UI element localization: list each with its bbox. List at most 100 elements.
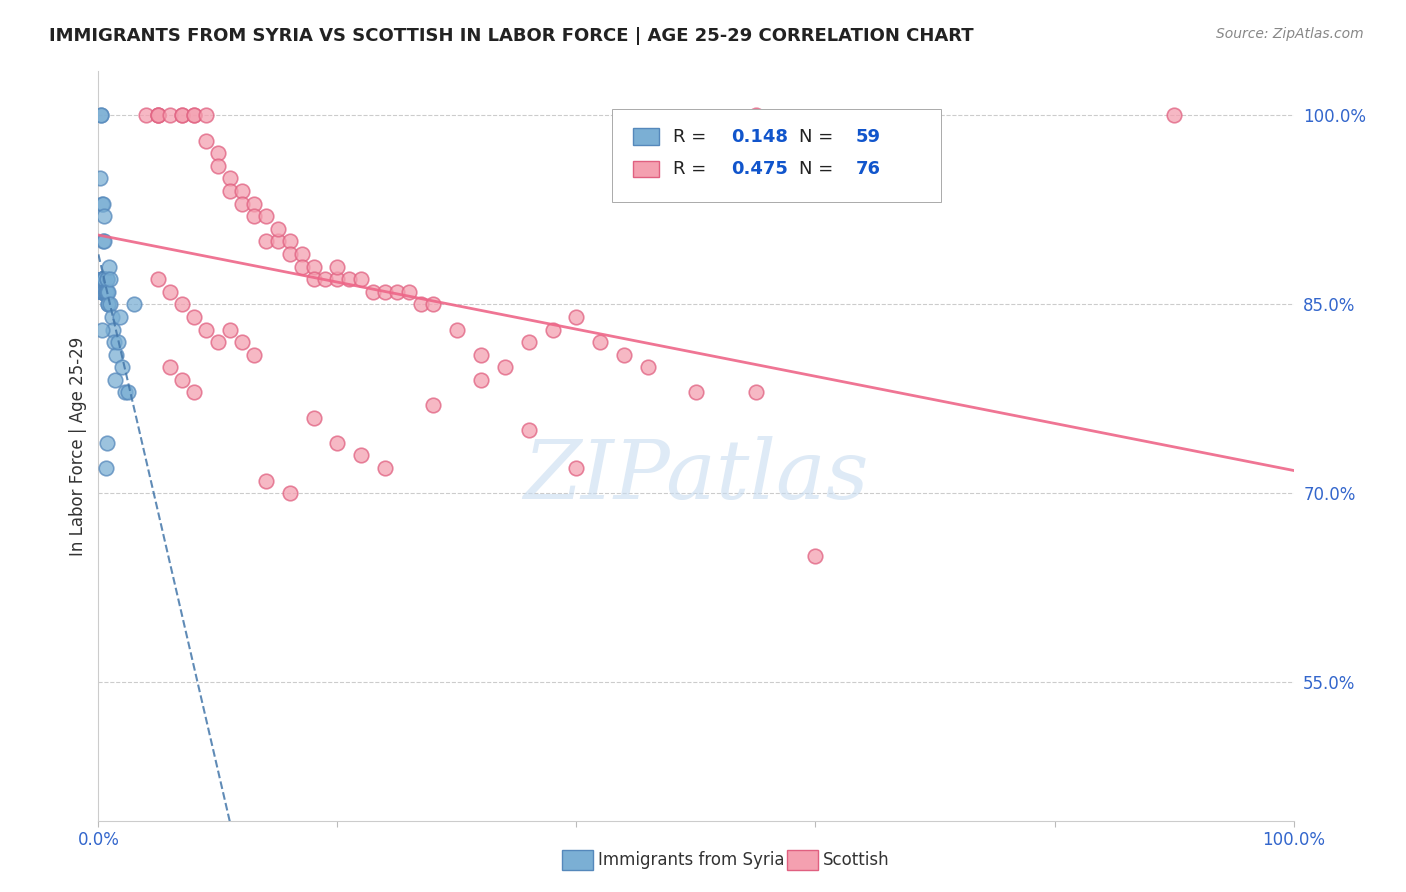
Point xyxy=(207,146,229,161)
Point xyxy=(91,285,114,299)
Point xyxy=(183,310,205,324)
Point xyxy=(183,108,205,122)
Point xyxy=(91,285,114,299)
Point xyxy=(101,322,124,336)
Point xyxy=(278,247,301,261)
Point xyxy=(1163,108,1185,122)
Point xyxy=(470,373,492,387)
Bar xyxy=(633,161,659,177)
Point xyxy=(148,108,170,122)
Point xyxy=(91,272,114,286)
Point xyxy=(96,272,118,286)
Point xyxy=(172,108,194,122)
Point xyxy=(108,310,131,324)
FancyBboxPatch shape xyxy=(613,109,941,202)
Point xyxy=(231,196,253,211)
Point xyxy=(97,285,120,299)
Point xyxy=(91,272,114,286)
Point xyxy=(124,297,146,311)
Text: Source: ZipAtlas.com: Source: ZipAtlas.com xyxy=(1216,27,1364,41)
Point xyxy=(96,272,118,286)
Point xyxy=(91,272,114,286)
Point xyxy=(374,285,396,299)
Point xyxy=(93,209,115,223)
Point xyxy=(195,322,218,336)
Point xyxy=(89,171,111,186)
Point xyxy=(302,272,325,286)
Text: 76: 76 xyxy=(856,160,882,178)
Point xyxy=(613,348,636,362)
Point xyxy=(219,322,242,336)
Point xyxy=(243,196,266,211)
Point xyxy=(267,221,290,235)
Point xyxy=(94,285,117,299)
Point xyxy=(172,373,194,387)
Point xyxy=(98,297,122,311)
Point xyxy=(91,272,114,286)
Text: IMMIGRANTS FROM SYRIA VS SCOTTISH IN LABOR FORCE | AGE 25-29 CORRELATION CHART: IMMIGRANTS FROM SYRIA VS SCOTTISH IN LAB… xyxy=(49,27,974,45)
Point xyxy=(745,385,768,400)
Point xyxy=(804,549,827,564)
Point xyxy=(91,285,114,299)
Point xyxy=(91,285,114,299)
Point xyxy=(219,184,242,198)
Point xyxy=(114,385,136,400)
Point xyxy=(302,410,325,425)
Text: N =: N = xyxy=(799,160,839,178)
Point xyxy=(494,360,516,375)
Point xyxy=(135,108,157,122)
Point xyxy=(565,461,588,475)
Point xyxy=(254,209,277,223)
Point xyxy=(91,285,114,299)
Point xyxy=(91,196,114,211)
Point xyxy=(93,285,115,299)
Point xyxy=(541,322,564,336)
Point xyxy=(96,435,118,450)
Point xyxy=(254,235,277,249)
Point xyxy=(97,297,120,311)
Point xyxy=(91,272,114,286)
Point xyxy=(159,285,181,299)
Point xyxy=(91,272,114,286)
Point xyxy=(183,385,205,400)
Text: Immigrants from Syria: Immigrants from Syria xyxy=(598,851,785,869)
Point xyxy=(107,335,129,350)
Point xyxy=(195,108,218,122)
Point xyxy=(207,335,229,350)
Point xyxy=(350,449,373,463)
Point xyxy=(94,461,117,475)
Point xyxy=(91,285,114,299)
Point xyxy=(446,322,468,336)
Point xyxy=(422,398,444,412)
Text: R =: R = xyxy=(673,128,713,145)
Point xyxy=(100,310,122,324)
Point xyxy=(278,486,301,500)
Point xyxy=(91,196,114,211)
Point xyxy=(93,285,115,299)
Point xyxy=(422,297,444,311)
Y-axis label: In Labor Force | Age 25-29: In Labor Force | Age 25-29 xyxy=(69,336,87,556)
Point xyxy=(104,373,127,387)
Point xyxy=(745,108,768,122)
Point xyxy=(93,272,115,286)
Point xyxy=(94,285,117,299)
Point xyxy=(148,108,170,122)
Point xyxy=(685,385,707,400)
Point xyxy=(98,260,121,274)
Point xyxy=(231,184,253,198)
Point xyxy=(172,108,194,122)
Point xyxy=(565,310,588,324)
Point xyxy=(96,285,118,299)
Point xyxy=(91,272,114,286)
Point xyxy=(93,235,115,249)
Point xyxy=(183,108,205,122)
Point xyxy=(411,297,433,311)
Point xyxy=(103,335,125,350)
Point xyxy=(195,134,218,148)
Point xyxy=(385,285,409,299)
Point xyxy=(91,272,114,286)
Point xyxy=(470,348,492,362)
Point xyxy=(91,322,114,336)
Point xyxy=(91,285,114,299)
Bar xyxy=(633,128,659,145)
